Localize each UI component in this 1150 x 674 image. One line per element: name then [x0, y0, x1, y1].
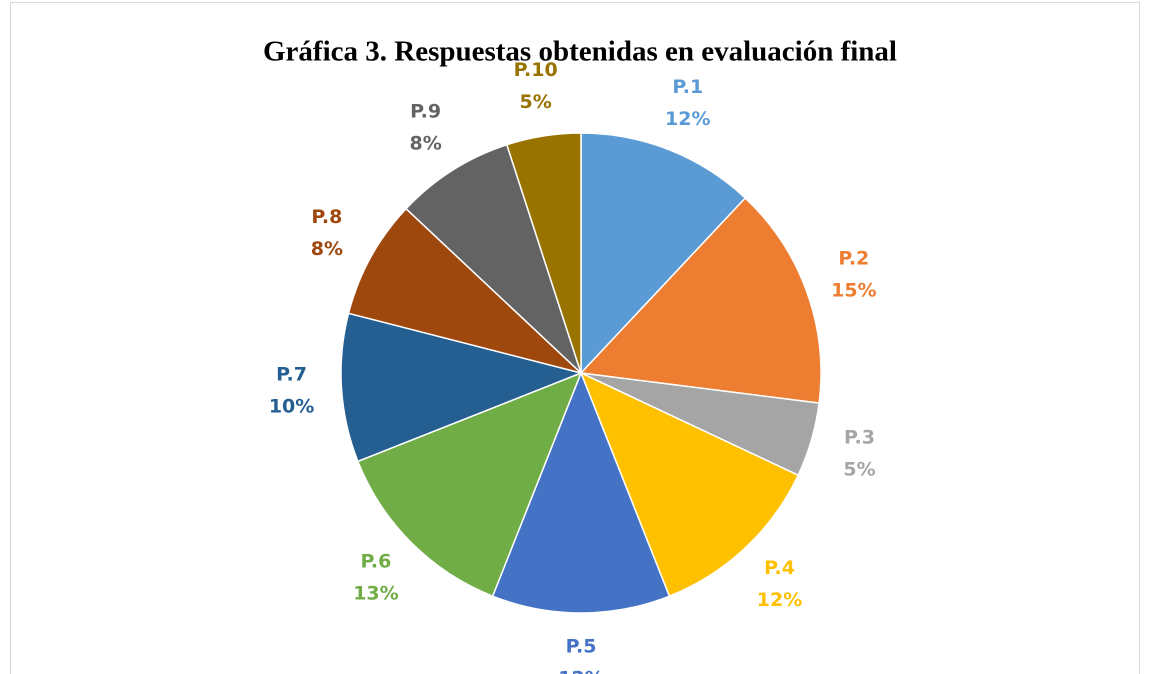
slice-category-label: P.9	[410, 101, 441, 123]
slice-value-label: 12%	[665, 108, 710, 130]
slice-value-label: 5%	[520, 91, 552, 113]
slice-category-label: P.1	[672, 76, 703, 98]
slice-value-label: 8%	[311, 238, 343, 260]
slice-category-label: P.6	[361, 551, 392, 573]
pie-slice	[347, 207, 582, 374]
slice-category-label: P.5	[566, 636, 597, 658]
slice-category-label: P.7	[276, 364, 307, 386]
pie-slice	[491, 370, 671, 614]
slice-value-label: 10%	[269, 396, 314, 418]
slice-category-label: P.4	[764, 557, 795, 579]
pie-slice	[356, 371, 583, 598]
slice-value-label: 12%	[757, 589, 802, 611]
pie-slice	[404, 143, 582, 374]
slice-value-label: 5%	[843, 458, 875, 480]
pie-slice	[340, 312, 584, 463]
pie-slice	[579, 371, 800, 598]
pie-slice	[580, 132, 747, 375]
chart-title: Gráfica 3. Respuestas obtenidas en evalu…	[263, 36, 897, 68]
slice-value-label: 12%	[558, 668, 603, 674]
slice-value-label: 8%	[409, 133, 441, 155]
slice-category-label: P.8	[311, 206, 342, 228]
pie-slice	[579, 196, 822, 404]
slice-category-label: P.2	[838, 247, 869, 269]
slice-category-label: P.10	[514, 59, 558, 81]
pie-slice	[505, 132, 582, 374]
slice-category-label: P.3	[844, 426, 875, 448]
slice-value-label: 13%	[353, 583, 398, 605]
slice-value-label: 15%	[831, 279, 876, 301]
